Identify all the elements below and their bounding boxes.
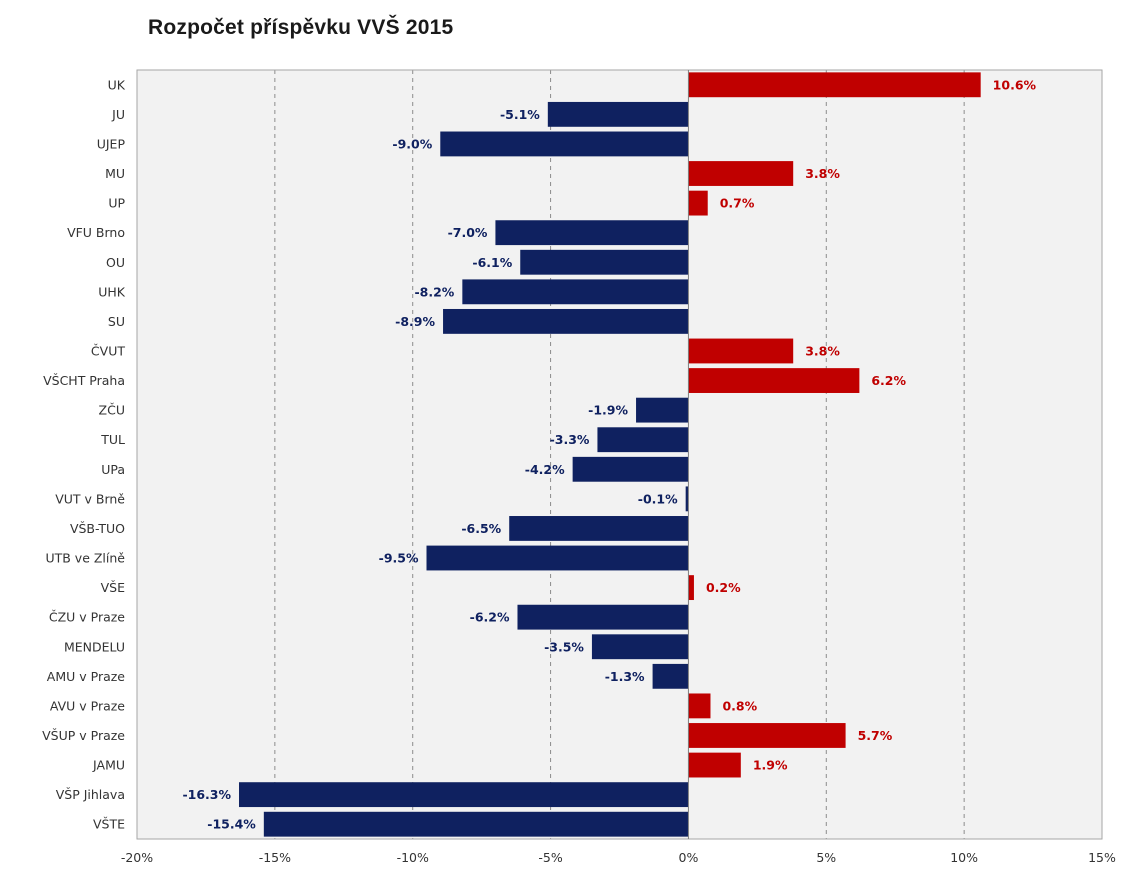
category-label: AMU v Praze [47,669,126,684]
bar-9 [443,308,689,334]
axes [136,69,1103,840]
category-label: ČZU v Praze [49,610,125,625]
data-label: -1.3% [605,669,645,684]
bar-19 [517,604,689,630]
category-label: ZČU [99,403,125,418]
category-label: VŠE [101,580,125,595]
bar-21 [652,663,689,689]
bar-20 [591,634,689,660]
data-label: 3.8% [805,343,840,358]
category-label: JAMU [92,758,125,773]
data-label: 0.2% [706,580,741,595]
bar-23 [688,723,846,748]
category-label: VFU Brno [67,225,125,240]
category-label: ČVUT [91,343,125,358]
bar-24 [688,752,741,778]
data-label: -16.3% [182,787,231,802]
bar-10 [688,338,794,364]
x-tick-label: 10% [950,850,978,865]
data-label: -3.3% [550,432,590,447]
category-label: UPa [101,462,125,477]
data-label: -1.9% [588,403,628,418]
data-label: -6.5% [461,521,501,536]
category-label: UK [108,77,126,92]
data-label: -6.2% [470,610,510,625]
bar-12 [636,397,689,423]
category-label: VUT v Brně [55,491,125,506]
data-label: -7.0% [448,225,488,240]
data-label: 1.9% [753,758,788,773]
data-label: -3.5% [544,639,584,654]
plot-border [136,69,1103,840]
bar-13 [597,427,689,453]
data-label: 6.2% [871,373,906,388]
bar-7 [520,249,689,275]
bar-11 [688,368,860,393]
bar-14 [572,456,689,482]
data-label: 3.8% [805,166,840,181]
x-tick-label: -5% [538,850,562,865]
category-label: UJEP [97,136,126,151]
bar-16 [509,516,689,541]
x-tick-label: -20% [121,850,153,865]
bar-17 [426,545,689,571]
category-label: JU [111,107,125,122]
bar-4 [688,161,794,186]
bar-2 [547,101,689,127]
bar-3 [440,131,689,157]
bar-15 [685,486,689,512]
data-label: -9.0% [392,136,432,151]
bar-6 [495,220,689,246]
bar-5 [688,190,708,216]
category-label: MENDELU [64,639,125,654]
category-label: SU [108,314,125,329]
category-label: UP [108,196,125,211]
category-label: VŠTE [93,817,125,832]
bar-22 [688,693,711,719]
category-label: VŠCHT Praha [43,373,125,388]
bar-26 [263,811,689,837]
category-label: TUL [100,432,125,447]
data-label: -8.2% [414,284,454,299]
data-label: -4.2% [525,462,565,477]
category-label: AVU v Praze [50,698,125,713]
bars [239,72,981,837]
data-label: -5.1% [500,107,540,122]
category-label: VŠP Jihlava [56,787,125,802]
grid-lines [274,70,965,839]
bar-8 [462,279,689,305]
category-label: OU [106,255,125,270]
data-label: -8.9% [395,314,435,329]
data-label: 0.8% [722,698,757,713]
bar-18 [688,575,694,601]
category-label: VŠUP v Praze [42,728,125,743]
data-label: 0.7% [720,196,755,211]
category-label: VŠB-TUO [70,521,125,536]
data-label: 10.6% [993,77,1037,92]
category-label: UHK [98,284,126,299]
data-label: -15.4% [207,817,256,832]
x-tick-label: 5% [816,850,836,865]
x-tick-label: -15% [259,850,291,865]
chart-title: Rozpočet příspěvku VVŠ 2015 [148,16,454,39]
category-label: MU [105,166,125,181]
bar-25 [239,782,689,808]
data-label: 5.7% [858,728,893,743]
x-tick-label: 0% [679,850,699,865]
labels: -20% -15% -10% -5% 0% 5% 10% 15% UK 10.6% JU -5.1% U… [42,77,1116,865]
bar-1 [688,72,981,98]
data-label: -6.1% [472,255,512,270]
data-label: -9.5% [379,551,419,566]
x-tick-label: -10% [397,850,429,865]
data-label: -0.1% [638,491,678,506]
x-tick-label: 15% [1088,850,1116,865]
category-label: UTB ve Zlíně [45,551,125,566]
plot-area [137,70,1102,839]
